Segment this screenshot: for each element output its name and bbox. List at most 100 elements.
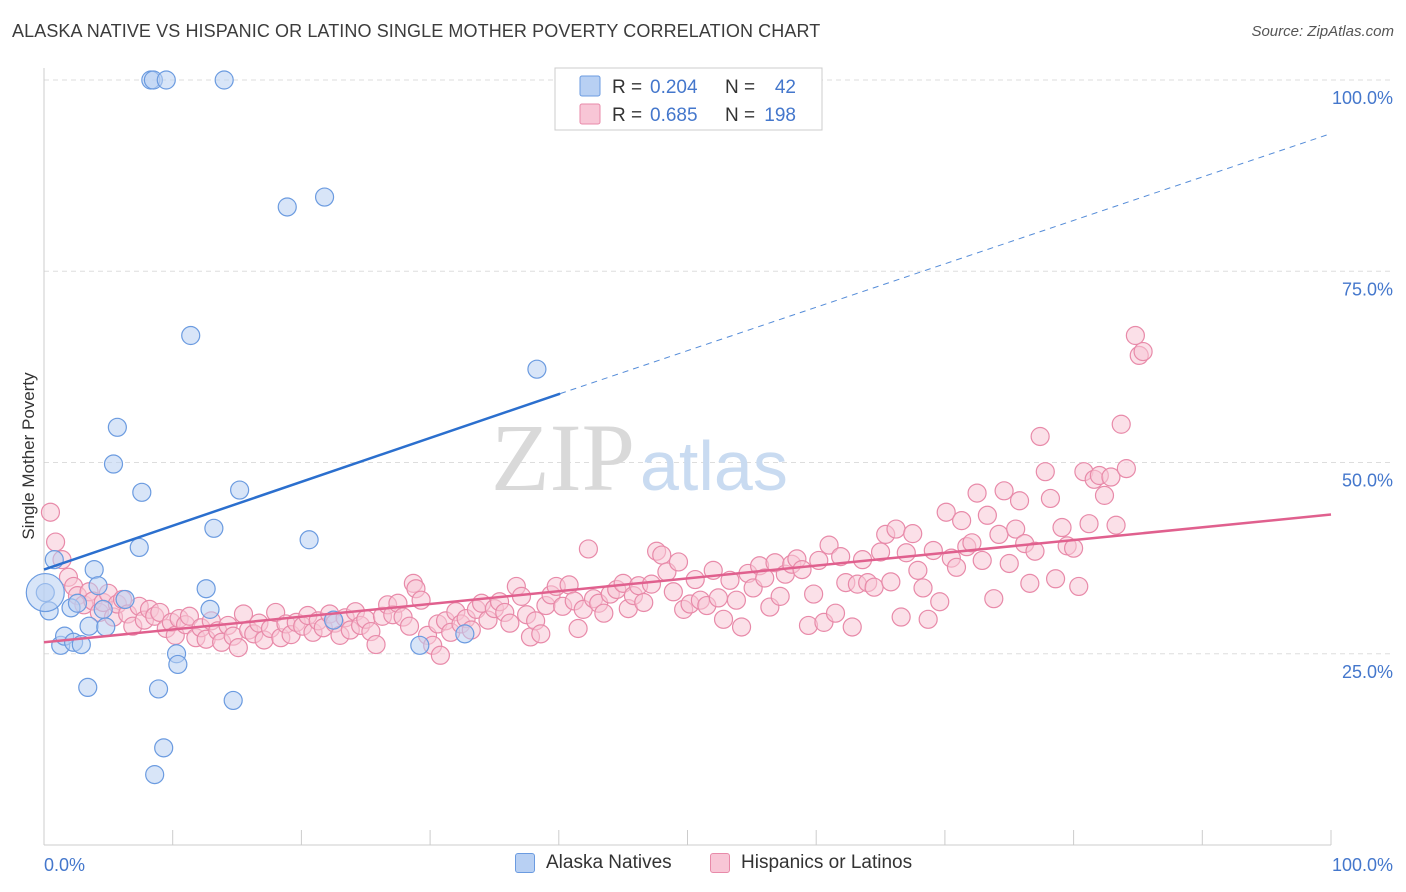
alaska-native-point xyxy=(323,610,344,630)
hispanics-point xyxy=(1079,514,1099,534)
hispanics-point xyxy=(531,624,551,644)
legend-n-value: 198 xyxy=(764,105,796,126)
alaska-native-point xyxy=(78,677,98,698)
alaska-native-point xyxy=(93,599,113,619)
trend-lines xyxy=(43,133,1332,644)
tick-labels: 25.0% 50.0% 75.0% 100.0% 0.0% 100.0% xyxy=(44,88,1393,875)
alaska-native-point xyxy=(196,579,216,599)
hispanics-point xyxy=(755,568,775,588)
alaska-native-point xyxy=(84,559,104,580)
hispanics-point xyxy=(1045,569,1066,589)
hispanics-point xyxy=(500,613,520,633)
hispanics-point xyxy=(713,609,734,629)
alaska-native-point xyxy=(181,325,201,346)
hispanics-point xyxy=(1094,485,1115,505)
hispanics-point xyxy=(930,592,950,612)
x-tick-label: 0.0% xyxy=(44,855,85,875)
hispanics-point xyxy=(831,546,851,567)
alaska-native-point xyxy=(79,616,99,636)
hispanics-point xyxy=(967,483,987,503)
hispanics-point xyxy=(1009,491,1030,511)
hispanics-point xyxy=(972,550,992,571)
legend-n-value: 42 xyxy=(775,77,796,98)
hispanics-point xyxy=(1101,467,1121,487)
alaska-native-point xyxy=(67,593,88,613)
hispanics-point xyxy=(896,543,916,563)
hispanics-point xyxy=(1020,573,1040,593)
hispanics-point xyxy=(903,524,923,544)
hispanics-point xyxy=(685,569,705,590)
hispanics-point xyxy=(399,616,420,636)
hispanics-point xyxy=(430,645,450,665)
legend-n-label: N = xyxy=(725,105,755,126)
alaska-native-point xyxy=(103,454,124,474)
hispanics-point xyxy=(668,552,689,572)
hispanics-point xyxy=(1069,576,1089,597)
alaska-native-point xyxy=(314,187,335,207)
legend-r-label: R = xyxy=(612,77,642,98)
hispanics-point xyxy=(825,603,846,623)
y-tick-label: 75.0% xyxy=(1342,279,1393,299)
alaska-native-point xyxy=(148,679,169,699)
hispanics-point xyxy=(1030,426,1050,447)
hispanics-point xyxy=(984,589,1004,609)
hispanics-point xyxy=(864,577,884,597)
alaska-native-point xyxy=(168,654,188,675)
alaska-native-point xyxy=(214,70,234,90)
legend-n-label: N = xyxy=(725,77,755,98)
alaska-native-point xyxy=(200,599,220,619)
alaska-native-point xyxy=(129,537,149,558)
legend-swatch-pink xyxy=(710,853,730,873)
hispanics-point xyxy=(568,618,588,639)
hispanics-point xyxy=(952,511,972,531)
hispanics-point xyxy=(40,502,61,522)
hispanics-point xyxy=(594,603,614,623)
hispanics-point xyxy=(870,542,891,562)
hispanics-trend-line xyxy=(43,513,1332,644)
chart-title: ALASKA NATIVE VS HISPANIC OR LATINO SING… xyxy=(12,21,821,41)
hispanics-point xyxy=(1116,459,1136,479)
x-tick-label: 100.0% xyxy=(1332,855,1393,875)
hispanics-point xyxy=(726,590,747,610)
alaska-native-point xyxy=(115,589,135,610)
alaska-trend-extension xyxy=(559,133,1332,395)
alaska-native-point xyxy=(230,480,250,500)
series-alaska-points xyxy=(25,70,547,785)
alaska-native-point xyxy=(223,690,243,711)
alaska-native-point xyxy=(299,530,319,550)
watermark: ZIP atlas xyxy=(491,404,788,511)
axes xyxy=(43,68,1332,846)
alaska-native-point xyxy=(25,572,65,613)
alaska-native-point xyxy=(107,417,127,437)
hispanics-point xyxy=(663,582,683,602)
hispanics-point xyxy=(366,634,386,655)
source-label: Source: ZipAtlas.com xyxy=(1251,23,1394,40)
hispanics-point xyxy=(1035,462,1055,482)
alaska-native-point xyxy=(154,738,174,758)
hispanics-point xyxy=(936,502,956,522)
hispanics-point xyxy=(798,615,819,636)
watermark-zip: ZIP xyxy=(491,404,635,511)
legend-label-alaska-natives: Alaska Natives xyxy=(546,852,672,873)
hispanics-point xyxy=(923,540,943,561)
hispanics-point xyxy=(886,519,906,539)
alaska-trend-line xyxy=(43,392,561,571)
hispanics-point xyxy=(994,481,1014,501)
alaska-native-point xyxy=(410,635,430,655)
hispanics-point xyxy=(1125,325,1145,346)
legend-swatch xyxy=(579,75,601,97)
alaska-native-point xyxy=(96,617,116,637)
hispanics-point xyxy=(918,609,938,629)
legend-label-hispanics: Hispanics or Latinos xyxy=(741,852,913,873)
hispanics-point xyxy=(578,539,599,559)
hispanics-point xyxy=(842,617,862,637)
hispanics-point xyxy=(708,588,728,608)
hispanics-point xyxy=(1052,517,1072,538)
alaska-native-point xyxy=(204,518,224,538)
hispanics-point xyxy=(908,560,928,580)
legend-r-value: 0.204 xyxy=(650,77,698,98)
hispanics-point xyxy=(913,578,933,598)
legend-r-label: R = xyxy=(612,105,642,126)
legend-swatch-blue xyxy=(515,853,535,873)
